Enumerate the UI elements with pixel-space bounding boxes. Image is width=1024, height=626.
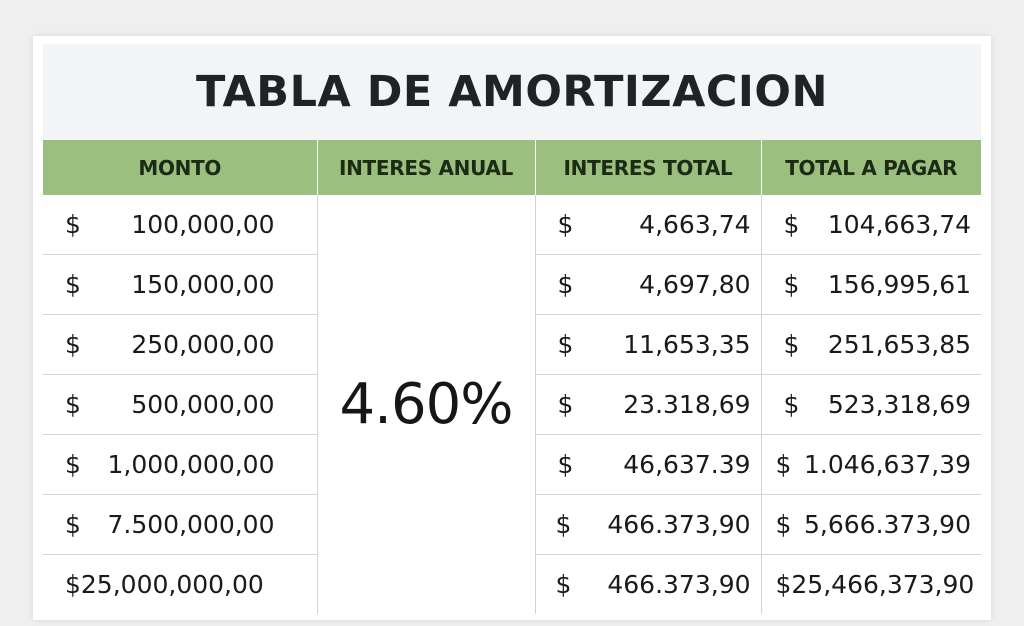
currency-symbol: $ — [65, 390, 81, 419]
total-pagar-value: 523,318,69 — [827, 390, 971, 419]
total-pagar-value: 251,653,85 — [827, 330, 971, 359]
table-row: $25,000,000,00 $466.373,90 $25,466,373,9… — [43, 554, 981, 615]
currency-symbol: $ — [557, 270, 574, 299]
cell-total-pagar: $25,466,373,90 — [761, 555, 981, 615]
cell-interes-total: $23.318,69 — [535, 374, 762, 435]
cell-monto: $7.500,000,00 — [43, 494, 318, 555]
cell-interes-total: $466.373,90 — [535, 554, 762, 614]
currency-symbol: $ — [783, 390, 800, 419]
cell-monto: $150,000,00 — [43, 254, 318, 315]
currency-symbol: $ — [65, 510, 81, 539]
interes-total-value: 466.373,90 — [607, 510, 751, 539]
header-monto: MONTO — [43, 140, 318, 195]
cell-monto: $25,000,000,00 — [43, 554, 318, 614]
total-pagar-value: 156,995,61 — [827, 270, 971, 299]
currency-symbol: $ — [783, 270, 800, 299]
interes-total-value: 4,663,74 — [639, 210, 751, 239]
amortization-sheet: TABLA DE AMORTIZACION MONTO INTERES ANUA… — [33, 36, 991, 620]
interes-total-value: 466.373,90 — [607, 570, 751, 599]
table-row: $100,000,00 4.60% $4,663,74 $104,663,74 — [43, 195, 981, 614]
currency-symbol: $ — [783, 330, 800, 359]
page-title: TABLA DE AMORTIZACION — [196, 67, 828, 117]
amortization-table: MONTO INTERES ANUAL INTERES TOTAL TOTAL … — [43, 140, 981, 614]
currency-symbol: $ — [65, 270, 81, 299]
total-pagar-value: 5,666.373,90 — [804, 510, 971, 539]
cell-total-pagar: $5,666.373,90 — [761, 494, 981, 555]
currency-symbol: $ — [557, 210, 574, 239]
currency-symbol: $ — [65, 570, 81, 599]
table-row: $250,000,00 $11,653,35 $251,653,85 — [43, 314, 981, 375]
interes-total-value: 4,697,80 — [639, 270, 751, 299]
cell-monto: $100,000,00 — [43, 195, 318, 255]
currency-symbol: $ — [775, 510, 792, 539]
cell-interes-total: $46,637.39 — [535, 434, 762, 495]
header-interes-total: INTERES TOTAL — [535, 140, 762, 195]
cell-interes-total: $466.373,90 — [535, 494, 762, 555]
total-pagar-value: 25,466,373,90 — [791, 570, 975, 599]
currency-symbol: $ — [775, 450, 792, 479]
total-pagar-value: 104,663,74 — [827, 210, 971, 239]
table-row: $500,000,00 $23.318,69 $523,318,69 — [43, 374, 981, 435]
cell-monto: $500,000,00 — [43, 374, 318, 435]
monto-value: 1,000,000,00 — [107, 450, 275, 479]
interes-anual-cell: 4.60% — [317, 195, 536, 614]
monto-value: 250,000,00 — [131, 330, 275, 359]
cell-total-pagar: $523,318,69 — [761, 374, 981, 435]
interes-total-value: 23.318,69 — [623, 390, 751, 419]
currency-symbol: $ — [65, 330, 81, 359]
interes-total-value: 46,637.39 — [623, 450, 751, 479]
interes-total-value: 11,653,35 — [623, 330, 751, 359]
title-bar: TABLA DE AMORTIZACION — [43, 44, 981, 140]
currency-symbol: $ — [65, 450, 81, 479]
monto-value: 100,000,00 — [131, 210, 275, 239]
monto-value: 7.500,000,00 — [107, 510, 275, 539]
table-row: $1,000,000,00 $46,637.39 $1.046,637,39 — [43, 434, 981, 495]
monto-value: 25,000,000,00 — [80, 570, 264, 599]
cell-interes-total: $4,697,80 — [535, 254, 762, 315]
currency-symbol: $ — [783, 210, 800, 239]
currency-symbol: $ — [557, 330, 574, 359]
cell-total-pagar: $156,995,61 — [761, 254, 981, 315]
currency-symbol: $ — [557, 450, 574, 479]
table-row: $150,000,00 $4,697,80 $156,995,61 — [43, 254, 981, 315]
currency-symbol: $ — [775, 570, 792, 599]
cell-total-pagar: $251,653,85 — [761, 314, 981, 375]
cell-total-pagar: $1.046,637,39 — [761, 434, 981, 495]
interes-anual-value: 4.60% — [339, 372, 514, 437]
table-row: $7.500,000,00 $466.373,90 $5,666.373,90 — [43, 494, 981, 555]
cell-interes-total: $11,653,35 — [535, 314, 762, 375]
header-interes-anual: INTERES ANUAL — [317, 140, 536, 195]
total-pagar-value: 1.046,637,39 — [804, 450, 971, 479]
cell-interes-total: $4,663,74 — [535, 195, 762, 255]
cell-total-pagar: $104,663,74 — [761, 195, 981, 255]
cell-monto: $250,000,00 — [43, 314, 318, 375]
currency-symbol: $ — [65, 210, 81, 239]
header-total-pagar: TOTAL A PAGAR — [761, 140, 981, 195]
currency-symbol: $ — [557, 390, 574, 419]
currency-symbol: $ — [555, 510, 572, 539]
monto-value: 150,000,00 — [131, 270, 275, 299]
currency-symbol: $ — [555, 570, 572, 599]
cell-monto: $1,000,000,00 — [43, 434, 318, 495]
monto-value: 500,000,00 — [131, 390, 275, 419]
header-row: MONTO INTERES ANUAL INTERES TOTAL TOTAL … — [43, 140, 981, 195]
